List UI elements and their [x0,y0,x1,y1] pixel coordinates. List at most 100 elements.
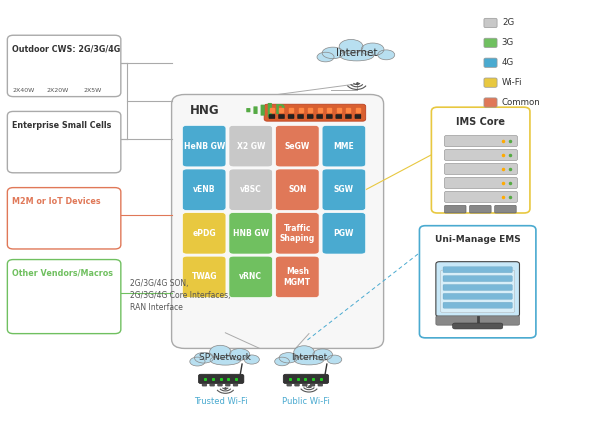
FancyBboxPatch shape [182,213,226,254]
Text: 2X40W: 2X40W [13,87,35,92]
FancyBboxPatch shape [494,205,516,213]
Ellipse shape [378,50,395,60]
FancyBboxPatch shape [419,226,536,338]
Text: vENB: vENB [193,185,215,194]
FancyBboxPatch shape [253,106,257,114]
FancyBboxPatch shape [484,58,497,67]
Ellipse shape [275,357,289,366]
FancyBboxPatch shape [264,104,365,121]
FancyBboxPatch shape [269,115,275,118]
Ellipse shape [361,43,384,56]
Text: SP Network: SP Network [199,353,251,362]
FancyBboxPatch shape [326,115,332,118]
Text: HeNB GW: HeNB GW [184,141,225,151]
FancyBboxPatch shape [229,256,272,298]
Text: TWAG: TWAG [191,272,217,282]
FancyBboxPatch shape [322,125,365,167]
FancyBboxPatch shape [283,374,329,383]
FancyBboxPatch shape [275,169,319,210]
Ellipse shape [190,357,205,366]
FancyBboxPatch shape [445,178,517,188]
FancyBboxPatch shape [440,270,515,312]
Text: 4G: 4G [502,58,514,67]
Text: SON: SON [288,185,307,194]
FancyBboxPatch shape [226,383,230,386]
Ellipse shape [327,355,342,364]
Text: vRNC: vRNC [239,272,262,282]
FancyBboxPatch shape [445,191,517,202]
FancyBboxPatch shape [322,169,365,210]
Text: Traffic
Shaping: Traffic Shaping [280,224,315,243]
Text: Internet: Internet [336,48,377,58]
FancyBboxPatch shape [302,383,307,386]
FancyBboxPatch shape [295,383,299,386]
Text: P: P [275,103,285,117]
Text: Common: Common [502,98,541,107]
FancyBboxPatch shape [445,164,517,175]
Text: Other Vendors/Macros: Other Vendors/Macros [12,269,113,278]
FancyBboxPatch shape [452,323,503,329]
FancyBboxPatch shape [443,267,512,273]
Text: ePDG: ePDG [193,229,216,238]
FancyBboxPatch shape [317,115,323,118]
FancyBboxPatch shape [246,108,250,112]
FancyBboxPatch shape [7,112,121,173]
FancyBboxPatch shape [484,38,497,48]
Ellipse shape [322,47,344,59]
FancyBboxPatch shape [288,115,294,118]
FancyBboxPatch shape [233,383,238,386]
Text: Public Wi-Fi: Public Wi-Fi [282,397,330,406]
Text: SeGW: SeGW [284,141,310,151]
Ellipse shape [279,353,298,363]
Ellipse shape [194,352,214,363]
Text: X2 GW: X2 GW [236,141,265,151]
Text: Mesh
MGMT: Mesh MGMT [284,267,311,287]
Text: SGW: SGW [334,185,354,194]
Ellipse shape [244,355,259,364]
FancyBboxPatch shape [484,78,497,87]
FancyBboxPatch shape [210,383,215,386]
FancyBboxPatch shape [443,276,512,282]
FancyBboxPatch shape [431,107,530,213]
Text: 2G/3G/4G SON,
2G/3G/4G Core Interfaces,
RAN Interface: 2G/3G/4G SON, 2G/3G/4G Core Interfaces, … [130,279,230,312]
FancyBboxPatch shape [443,302,512,308]
Text: M2M or IoT Devices: M2M or IoT Devices [12,197,101,206]
FancyBboxPatch shape [470,205,491,213]
FancyBboxPatch shape [268,103,272,117]
FancyBboxPatch shape [336,115,342,118]
FancyBboxPatch shape [172,95,383,348]
FancyBboxPatch shape [436,262,520,317]
FancyBboxPatch shape [275,256,319,298]
Ellipse shape [294,346,314,359]
Text: Internet: Internet [291,353,327,362]
FancyBboxPatch shape [443,294,512,299]
Text: 2G: 2G [502,18,514,27]
FancyBboxPatch shape [484,18,497,28]
FancyBboxPatch shape [445,205,466,213]
Text: HNB GW: HNB GW [233,229,269,238]
Text: PGW: PGW [334,229,354,238]
FancyBboxPatch shape [229,169,272,210]
Text: IMS Core: IMS Core [456,116,505,127]
FancyBboxPatch shape [346,115,352,118]
FancyBboxPatch shape [484,98,497,107]
Text: Uni-Manage EMS: Uni-Manage EMS [435,235,521,244]
FancyBboxPatch shape [199,374,244,383]
FancyBboxPatch shape [7,35,121,97]
Text: MME: MME [334,141,354,151]
FancyBboxPatch shape [445,150,517,161]
FancyBboxPatch shape [278,115,284,118]
Ellipse shape [340,50,374,61]
FancyBboxPatch shape [445,135,517,147]
Text: Outdoor CWS: 2G/3G/4G: Outdoor CWS: 2G/3G/4G [12,45,121,54]
FancyBboxPatch shape [355,115,361,118]
FancyBboxPatch shape [287,383,292,386]
Text: Trusted Wi-Fi: Trusted Wi-Fi [194,397,248,406]
FancyBboxPatch shape [443,285,512,291]
FancyBboxPatch shape [202,383,207,386]
Ellipse shape [317,52,334,62]
Text: vBSC: vBSC [240,185,262,194]
FancyBboxPatch shape [436,316,520,325]
FancyBboxPatch shape [218,383,223,386]
Ellipse shape [210,355,241,365]
